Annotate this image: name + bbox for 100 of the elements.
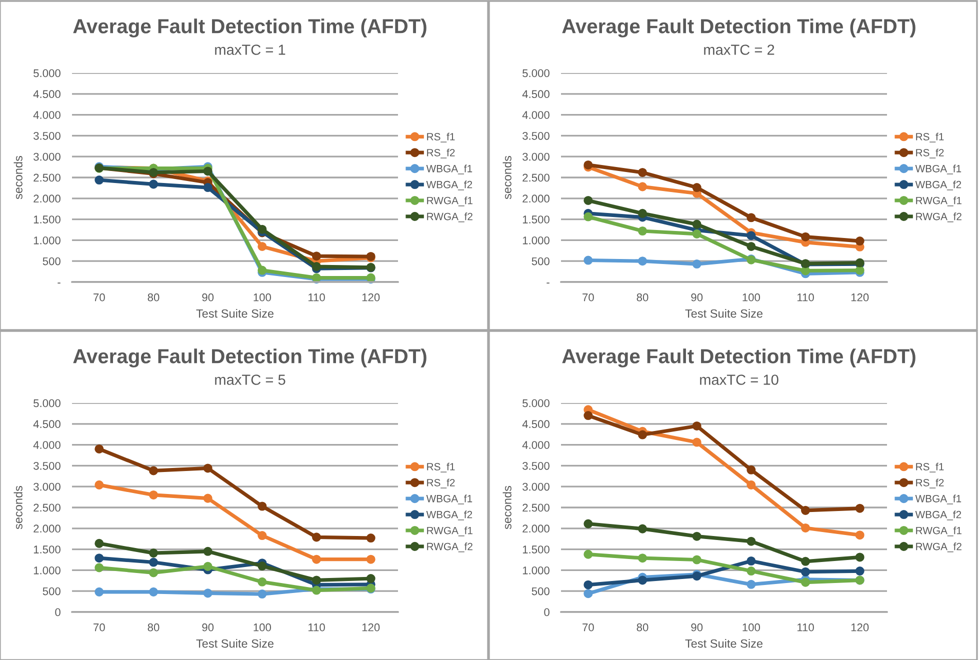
x-tick-label: 100 xyxy=(254,293,271,302)
x-tick-label: 110 xyxy=(308,623,325,632)
y-tick-label: 3.500 xyxy=(522,462,550,470)
x-axis-title: Test Suite Size xyxy=(685,309,763,318)
chart-subtitle: maxTC = 1 xyxy=(215,44,286,55)
chart-subtitle: maxTC = 10 xyxy=(700,374,778,385)
x-tick-label: 120 xyxy=(362,293,380,302)
legend-label: RS_f2 xyxy=(916,148,944,158)
y-tick-label: 1.000 xyxy=(522,566,550,574)
x-tick-label: 90 xyxy=(691,623,703,632)
y-tick-label: 4.500 xyxy=(522,420,550,428)
x-tick-label: 80 xyxy=(148,293,160,302)
y-tick-label: 500 xyxy=(42,257,60,266)
x-tick-label: 110 xyxy=(797,623,814,632)
legend-label: RS_f1 xyxy=(427,132,455,142)
y-axis-title: seconds xyxy=(14,156,22,200)
x-tick-label: 120 xyxy=(851,623,869,632)
legend-label: RWGA_f1 xyxy=(427,196,472,206)
legend-label: WBGA_f1 xyxy=(426,164,472,174)
legend-label: RS_f2 xyxy=(916,478,944,488)
legend-label: RS_f1 xyxy=(916,132,944,142)
x-tick-label: 100 xyxy=(742,293,760,302)
x-tick-label: 80 xyxy=(636,623,648,632)
y-tick-label: 1.500 xyxy=(34,216,60,224)
chart-subtitle: maxTC = 2 xyxy=(704,44,774,55)
chart-title: Average Fault Detection Time (AFDT) xyxy=(562,348,916,368)
y-tick-label: 5.000 xyxy=(34,399,60,408)
y-tick-label: 3.000 xyxy=(522,482,550,491)
y-tick-label: 0 xyxy=(544,608,550,616)
y-tick-label: 2.500 xyxy=(522,174,550,182)
y-tick-label: 500 xyxy=(42,587,60,596)
y-tick-label: 4.500 xyxy=(33,420,60,428)
y-tick-label: - xyxy=(58,282,60,284)
x-axis-title: Test Suite Size xyxy=(685,639,763,648)
y-tick-label: 2.500 xyxy=(34,504,60,512)
x-tick-label: 80 xyxy=(148,623,160,632)
y-tick-label: 2.000 xyxy=(34,194,60,203)
y-tick-label: 500 xyxy=(532,587,550,596)
y-tick-label: 1.000 xyxy=(522,236,550,244)
x-tick-label: 90 xyxy=(691,293,703,302)
y-tick-label: 2.000 xyxy=(522,194,550,203)
chart-title: Average Fault Detection Time (AFDT) xyxy=(562,18,916,38)
legend-label: RS_f1 xyxy=(916,462,944,472)
legend-label: WBGA_f2 xyxy=(915,180,962,190)
x-tick-label: 120 xyxy=(362,623,380,632)
legend-label: RWGA_f2 xyxy=(916,212,962,222)
y-tick-label: 1.500 xyxy=(522,546,550,554)
y-tick-label: 5.000 xyxy=(34,69,60,78)
y-tick-label: 3.500 xyxy=(522,132,550,140)
legend-label: RWGA_f1 xyxy=(916,196,962,206)
y-tick-label: 500 xyxy=(532,257,550,266)
y-axis-title: seconds xyxy=(502,156,512,200)
y-tick-label: 1.500 xyxy=(34,546,60,554)
y-axis-title: seconds xyxy=(14,486,22,530)
y-tick-label: 4.000 xyxy=(522,441,550,449)
x-tick-label: 70 xyxy=(582,623,594,632)
x-axis-title: Test Suite Size xyxy=(196,309,274,318)
y-tick-label: 3.000 xyxy=(522,152,550,161)
y-tick-label: - xyxy=(546,282,550,284)
x-tick-label: 100 xyxy=(254,623,271,632)
y-tick-label: 1.000 xyxy=(34,566,60,574)
legend-label: WBGA_f1 xyxy=(915,164,962,174)
x-tick-label: 120 xyxy=(851,293,869,302)
x-tick-label: 110 xyxy=(308,293,325,302)
x-axis-title: Test Suite Size xyxy=(196,639,274,648)
y-tick-label: 2.000 xyxy=(522,524,550,533)
legend-label: RWGA_f2 xyxy=(916,542,962,552)
y-tick-label: 5.000 xyxy=(522,399,550,408)
x-tick-label: 70 xyxy=(94,293,105,302)
legend-label: RWGA_f2 xyxy=(427,212,472,222)
y-tick-label: 2.500 xyxy=(34,174,60,182)
legend-label: WBGA_f2 xyxy=(426,180,472,190)
x-tick-label: 100 xyxy=(742,623,760,632)
y-tick-label: 1.500 xyxy=(522,216,550,224)
y-tick-label: 3.500 xyxy=(34,462,60,470)
legend-label: WBGA_f2 xyxy=(915,510,962,520)
x-tick-label: 110 xyxy=(797,293,814,302)
y-tick-label: 4.000 xyxy=(33,441,60,449)
y-tick-label: 3.000 xyxy=(34,152,60,161)
x-tick-label: 90 xyxy=(202,293,214,302)
legend-label: RWGA_f2 xyxy=(427,542,472,552)
x-tick-label: 70 xyxy=(94,623,105,632)
chart-title: Average Fault Detection Time (AFDT) xyxy=(73,18,426,38)
y-tick-label: 5.000 xyxy=(522,69,550,78)
y-tick-label: 3.500 xyxy=(34,132,60,140)
legend-label: RS_f2 xyxy=(427,478,455,488)
y-tick-label: 4.000 xyxy=(522,111,550,119)
y-tick-label: 2.000 xyxy=(34,524,60,533)
legend-label: RS_f2 xyxy=(427,148,455,158)
x-tick-label: 70 xyxy=(582,293,594,302)
legend-label: WBGA_f2 xyxy=(426,510,472,520)
y-tick-label: 4.000 xyxy=(33,111,60,119)
legend-label: WBGA_f1 xyxy=(915,494,962,504)
chart-title: Average Fault Detection Time (AFDT) xyxy=(73,348,426,368)
x-tick-label: 90 xyxy=(202,623,214,632)
legend-label: WBGA_f1 xyxy=(426,494,472,504)
y-tick-label: 2.500 xyxy=(522,504,550,512)
x-tick-label: 80 xyxy=(636,293,648,302)
y-tick-label: 3.000 xyxy=(34,482,60,491)
chart-subtitle: maxTC = 5 xyxy=(215,374,286,385)
